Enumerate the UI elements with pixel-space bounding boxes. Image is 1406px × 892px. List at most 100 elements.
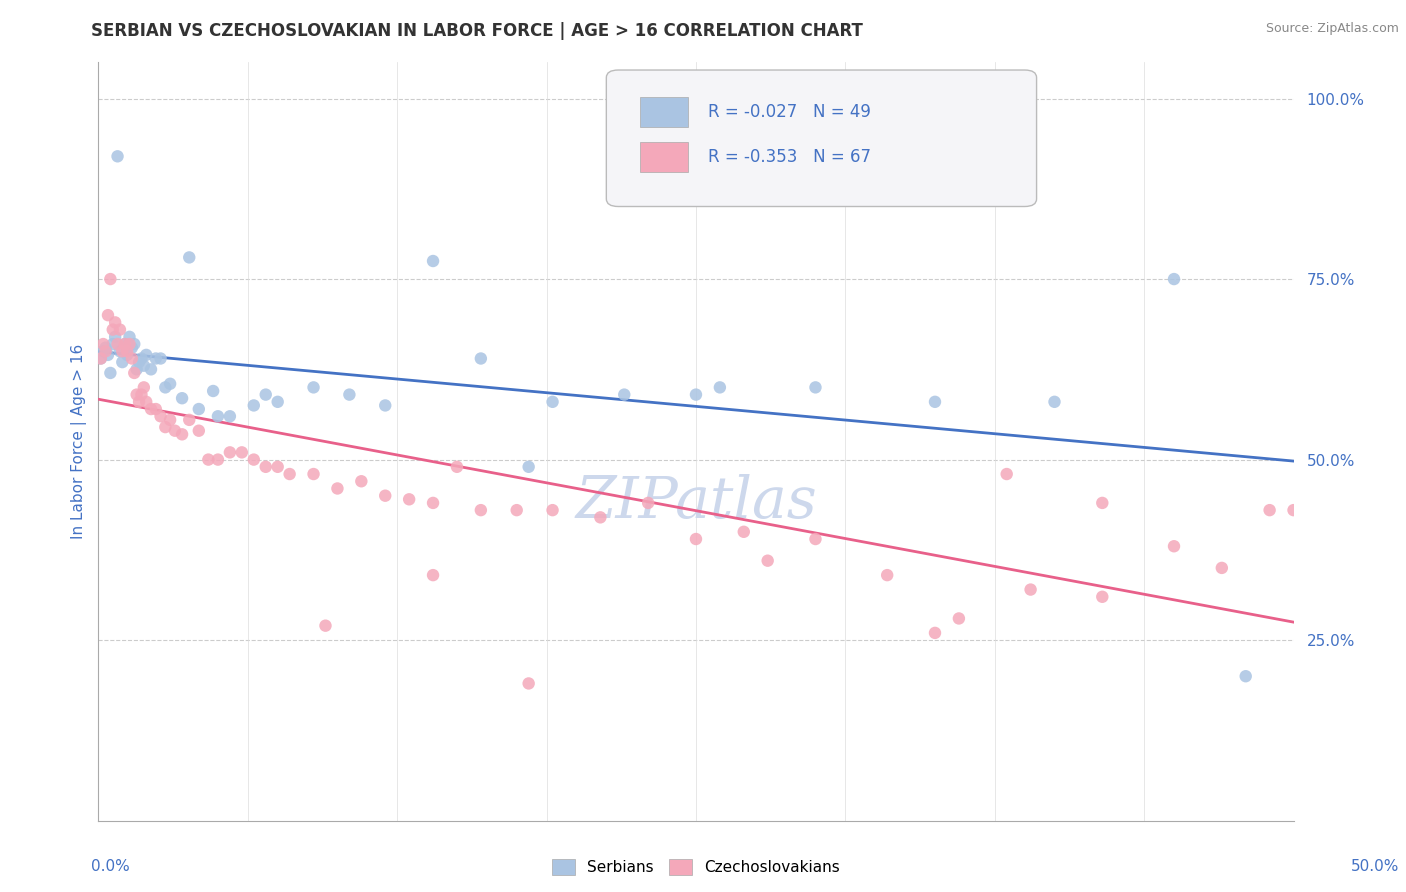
Point (267, 459, 290, 474)
Point (118, 337, 141, 351)
Point (243, 452, 266, 467)
Point (1234, 669, 1257, 683)
Point (733, 524, 755, 539)
Point (254, 387, 277, 401)
Point (197, 452, 219, 467)
Point (1019, 582, 1042, 597)
Text: ZIPatlas: ZIPatlas (575, 474, 817, 531)
Point (108, 344, 131, 359)
Point (172, 427, 194, 442)
Point (125, 362, 148, 376)
Y-axis label: In Labor Force | Age > 16: In Labor Force | Age > 16 (72, 344, 87, 539)
Text: 50.0%: 50.0% (1351, 859, 1399, 874)
FancyBboxPatch shape (640, 142, 688, 172)
Point (350, 475, 373, 489)
Point (1043, 394, 1066, 409)
Point (91, 337, 114, 351)
Point (924, 626, 946, 640)
Point (132, 380, 155, 394)
Point (1163, 272, 1185, 286)
Point (111, 344, 134, 359)
Point (124, 337, 146, 351)
Text: R = -0.027   N = 49: R = -0.027 N = 49 (709, 103, 870, 120)
Point (135, 348, 157, 362)
Point (470, 351, 492, 366)
Point (111, 355, 134, 369)
Point (995, 467, 1018, 481)
Point (98, 366, 122, 380)
Point (1091, 590, 1114, 604)
Point (374, 399, 396, 413)
Point (517, 676, 540, 690)
Point (804, 380, 827, 394)
Point (155, 420, 177, 434)
Point (91, 344, 114, 359)
Point (187, 424, 209, 438)
Point (90, 351, 112, 366)
Point (125, 387, 148, 401)
Point (107, 337, 129, 351)
Point (98, 272, 122, 286)
Point (470, 503, 492, 517)
Point (278, 467, 301, 481)
Point (131, 387, 153, 401)
Point (422, 496, 444, 510)
Point (207, 452, 229, 467)
Point (131, 351, 153, 366)
Point (302, 380, 325, 394)
Point (924, 394, 946, 409)
Text: Source: ZipAtlas.com: Source: ZipAtlas.com (1265, 22, 1399, 36)
Point (114, 337, 136, 351)
Point (637, 496, 659, 510)
Point (339, 387, 361, 401)
Point (172, 391, 194, 405)
Point (90, 351, 112, 366)
Point (1091, 496, 1114, 510)
FancyBboxPatch shape (606, 70, 1036, 207)
Point (589, 510, 612, 524)
Point (159, 376, 181, 391)
Point (94, 344, 117, 359)
Point (132, 359, 155, 373)
Point (104, 315, 127, 329)
Text: 0.0%: 0.0% (91, 859, 131, 874)
Point (115, 344, 138, 359)
Point (97, 308, 120, 322)
Point (207, 409, 229, 424)
Point (804, 532, 827, 546)
Point (149, 351, 172, 366)
Point (124, 366, 146, 380)
Point (101, 337, 124, 351)
Point (121, 351, 143, 366)
Point (446, 459, 468, 474)
Point (159, 413, 181, 427)
Point (219, 409, 242, 424)
Point (422, 568, 444, 582)
Point (267, 394, 290, 409)
Point (254, 459, 277, 474)
Point (243, 399, 266, 413)
Point (506, 503, 529, 517)
Point (179, 251, 201, 265)
Point (149, 409, 172, 424)
Point (104, 330, 127, 344)
Point (202, 384, 225, 398)
Point (876, 568, 898, 582)
Point (155, 380, 177, 394)
Point (187, 402, 209, 417)
Point (1211, 561, 1233, 575)
Point (1282, 503, 1305, 517)
Point (709, 380, 731, 394)
Legend: Serbians, Czechoslovakians: Serbians, Czechoslovakians (546, 853, 846, 881)
Point (139, 402, 162, 417)
Point (398, 492, 420, 507)
Point (541, 503, 564, 517)
Point (145, 351, 167, 366)
Point (94, 341, 117, 355)
Point (115, 348, 138, 362)
Point (135, 394, 157, 409)
Point (948, 611, 970, 625)
Point (163, 424, 186, 438)
Point (422, 254, 444, 268)
Point (107, 149, 129, 163)
